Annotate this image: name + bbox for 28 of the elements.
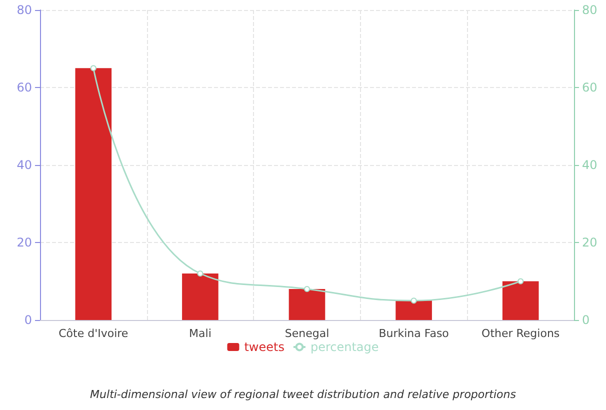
y2-tick-label: 0 [582, 313, 590, 327]
y-tick-label: 40 [16, 158, 32, 172]
bar [75, 68, 112, 320]
y-tick-label: 20 [16, 236, 32, 250]
x-tick-label: Burkina Faso [378, 327, 450, 340]
y-tick-label: 80 [16, 3, 32, 17]
bar [502, 281, 539, 320]
y2-tick-label: 20 [582, 236, 598, 250]
x-tick-label: Côte d'Ivoire [58, 327, 128, 340]
point [304, 286, 310, 292]
y2-tick-label: 60 [582, 80, 598, 94]
point [518, 278, 524, 284]
y2-tick-label: 40 [582, 158, 598, 172]
y-tick-label: 60 [16, 80, 32, 94]
point [197, 270, 204, 276]
x-tick-label: Other Regions [482, 327, 560, 340]
x-tick-label: Mali [189, 327, 212, 340]
point [410, 298, 417, 304]
point [90, 65, 96, 72]
bar [396, 300, 432, 320]
y-tick-label: 0 [24, 313, 32, 327]
text: Multi-dimensional view of regional tweet distribution and relative proportions [90, 388, 516, 401]
legend-label: percentage [310, 340, 379, 354]
legend-label: tweets [244, 340, 284, 354]
x-tick-label: Senegal [284, 327, 330, 340]
bar [182, 274, 218, 320]
bar [288, 289, 326, 320]
y2-tick-label: 80 [582, 3, 598, 17]
